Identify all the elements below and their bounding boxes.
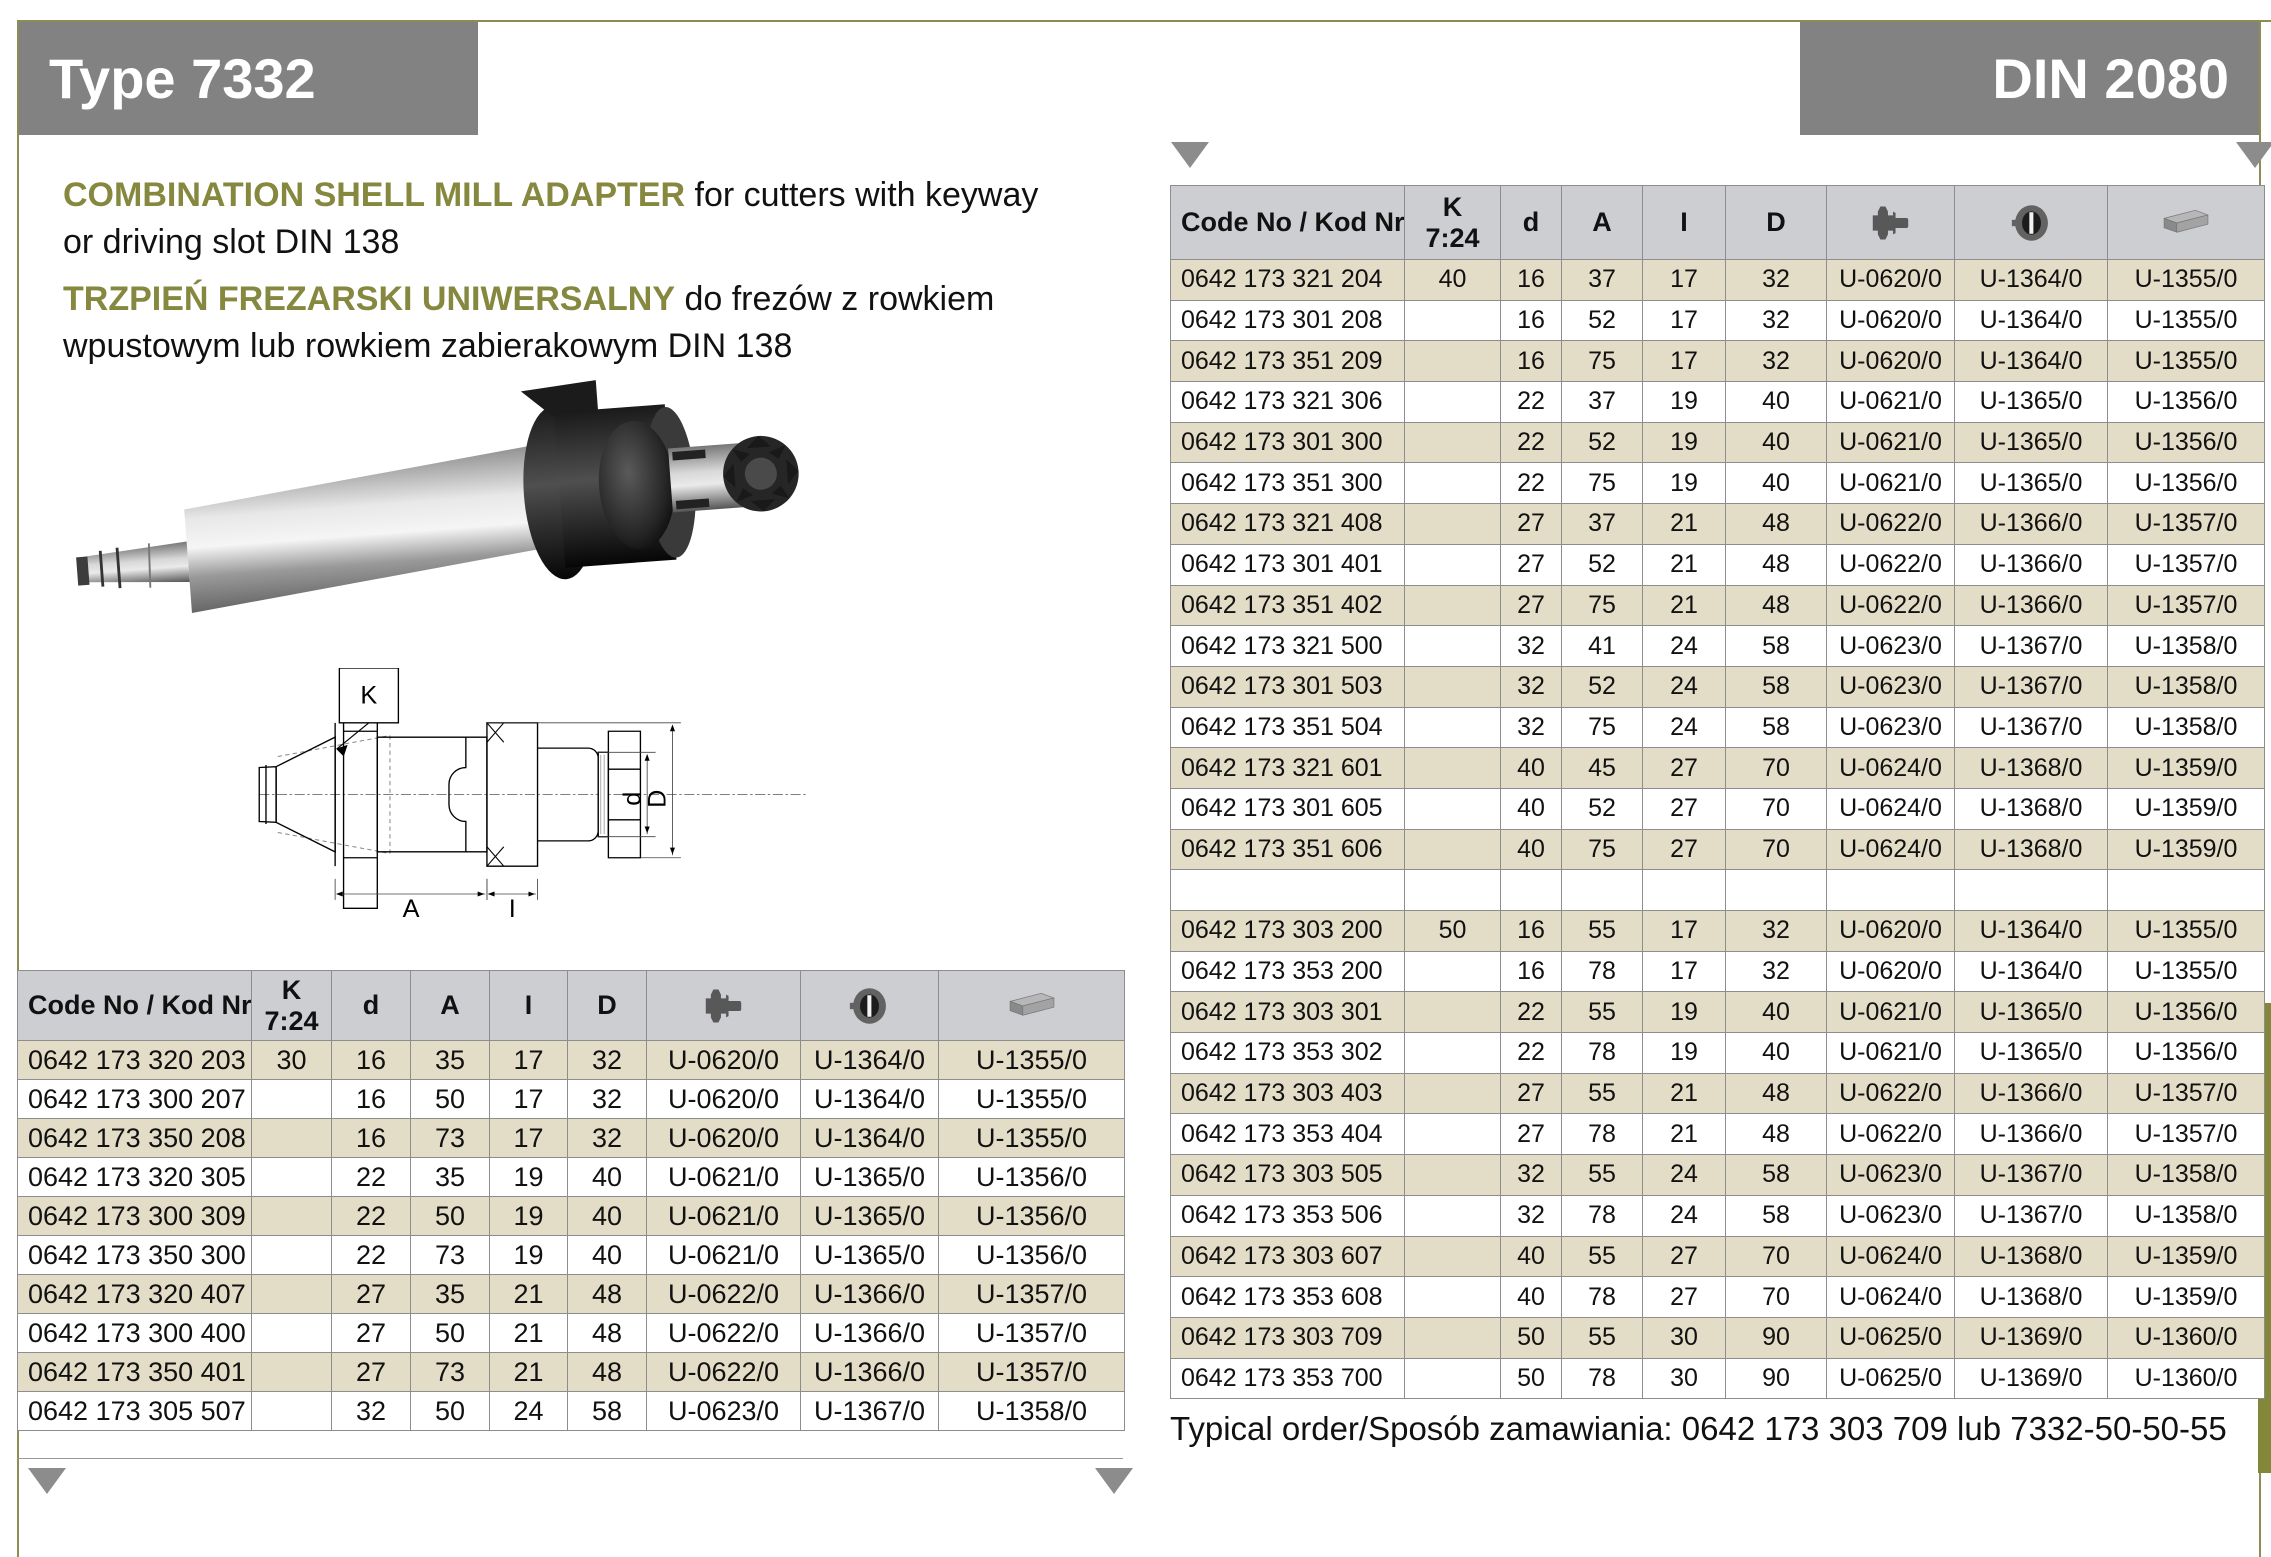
svg-text:D: D (644, 790, 672, 808)
svg-text:I: I (509, 895, 516, 921)
svg-text:d: d (618, 792, 646, 806)
svg-text:K: K (360, 681, 377, 709)
svg-text:A: A (403, 895, 420, 921)
